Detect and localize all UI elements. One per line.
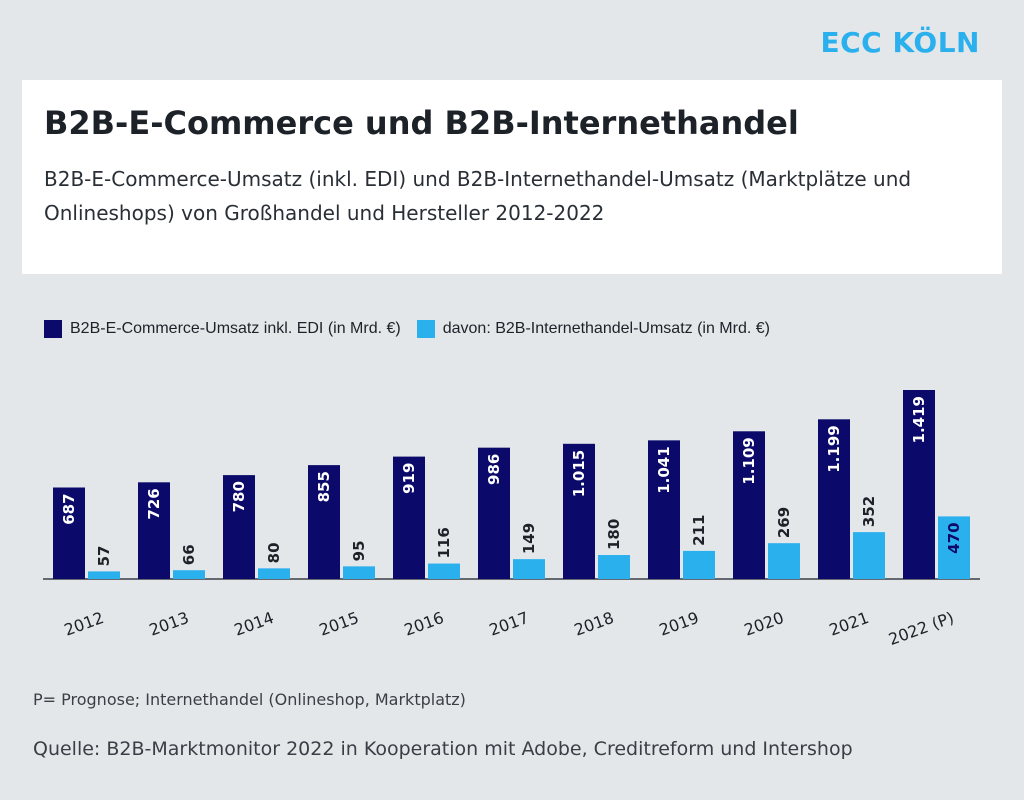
bar-ecommerce [393,456,425,579]
data-label-ecommerce: 986 [485,454,503,485]
bar-ecommerce [733,431,765,579]
chart-legend: B2B-E-Commerce-Umsatz inkl. EDI (in Mrd.… [44,320,786,338]
bar-ecommerce [478,447,510,579]
legend-label-internethandel: davon: B2B-Internethandel-Umsatz (in Mrd… [442,320,770,337]
bar-ecommerce [818,419,850,579]
bar-ecommerce [53,487,85,579]
data-label-ecommerce: 1.419 [910,396,928,443]
footnote: P= Prognose; Internethandel (Onlineshop,… [33,690,466,709]
title-card: B2B-E-Commerce und B2B-Internethandel B2… [22,80,1002,274]
bar-internethandel [853,532,885,579]
legend-item-internethandel: davon: B2B-Internethandel-Umsatz (in Mrd… [416,320,770,338]
x-tick-label: 2018 [572,608,617,640]
data-label-internethandel: 269 [775,507,793,538]
x-tick-label: 2017 [487,608,532,640]
data-label-ecommerce: 1.041 [655,446,673,493]
data-label-internethandel: 211 [690,515,708,546]
bar-ecommerce [648,440,680,579]
bar-ecommerce [903,390,935,579]
bar-ecommerce [138,482,170,579]
data-label-ecommerce: 726 [145,488,163,519]
data-label-ecommerce: 919 [400,463,418,494]
legend-swatch-internethandel [416,320,435,338]
data-label-ecommerce: 1.109 [740,437,758,484]
bar-internethandel [938,516,970,579]
x-tick-label: 2020 [742,608,787,640]
data-label-ecommerce: 1.199 [825,425,843,472]
x-tick-label: 2012 [62,608,107,640]
data-label-ecommerce: 1.015 [570,450,588,497]
data-label-internethandel: 95 [350,540,368,561]
brand-logo: ECC KÖLN [820,26,980,59]
bar-ecommerce [223,475,255,579]
bar-internethandel [598,555,630,579]
source-note: Quelle: B2B-Marktmonitor 2022 in Koopera… [33,738,853,760]
data-label-internethandel: 66 [180,544,198,565]
bar-ecommerce [563,443,595,579]
bar-internethandel [683,550,715,579]
bar-internethandel [768,543,800,579]
data-label-internethandel: 352 [860,496,878,527]
bar-internethandel [258,568,290,579]
x-tick-label: 2016 [402,608,447,640]
x-tick-label: 2013 [147,608,192,640]
x-tick-label: 2015 [317,608,362,640]
data-label-ecommerce: 855 [315,471,333,502]
data-label-internethandel: 116 [435,527,453,558]
x-tick-label: 2014 [232,608,277,640]
bar-ecommerce [308,465,340,579]
legend-swatch-ecommerce [44,320,62,338]
data-label-internethandel: 470 [945,522,963,553]
data-label-internethandel: 80 [265,542,283,563]
legend-label-ecommerce: B2B-E-Commerce-Umsatz inkl. EDI (in Mrd.… [70,320,401,337]
data-label-internethandel: 180 [605,519,623,550]
bar-chart: 687 57 2012 726 66 2013 780 80 2014 855 95 2015 919 1… [43,390,980,649]
bar-internethandel [88,571,120,579]
data-label-internethandel: 57 [95,546,113,567]
data-label-ecommerce: 780 [230,481,248,512]
x-tick-label: 2021 [827,608,872,640]
chart-subtitle: B2B-E-Commerce-Umsatz (inkl. EDI) und B2… [44,167,912,225]
x-tick-label: 2022 (P) [886,608,956,649]
bar-internethandel [343,566,375,579]
legend-item-ecommerce: B2B-E-Commerce-Umsatz inkl. EDI (in Mrd.… [44,320,401,338]
data-label-internethandel: 149 [520,523,538,554]
bar-internethandel [428,563,460,579]
bar-internethandel [173,570,205,579]
data-label-ecommerce: 687 [60,493,78,524]
bar-internethandel [513,559,545,579]
chart-title: B2B-E-Commerce und B2B-Internethandel [44,104,799,142]
x-tick-label: 2019 [657,608,702,640]
